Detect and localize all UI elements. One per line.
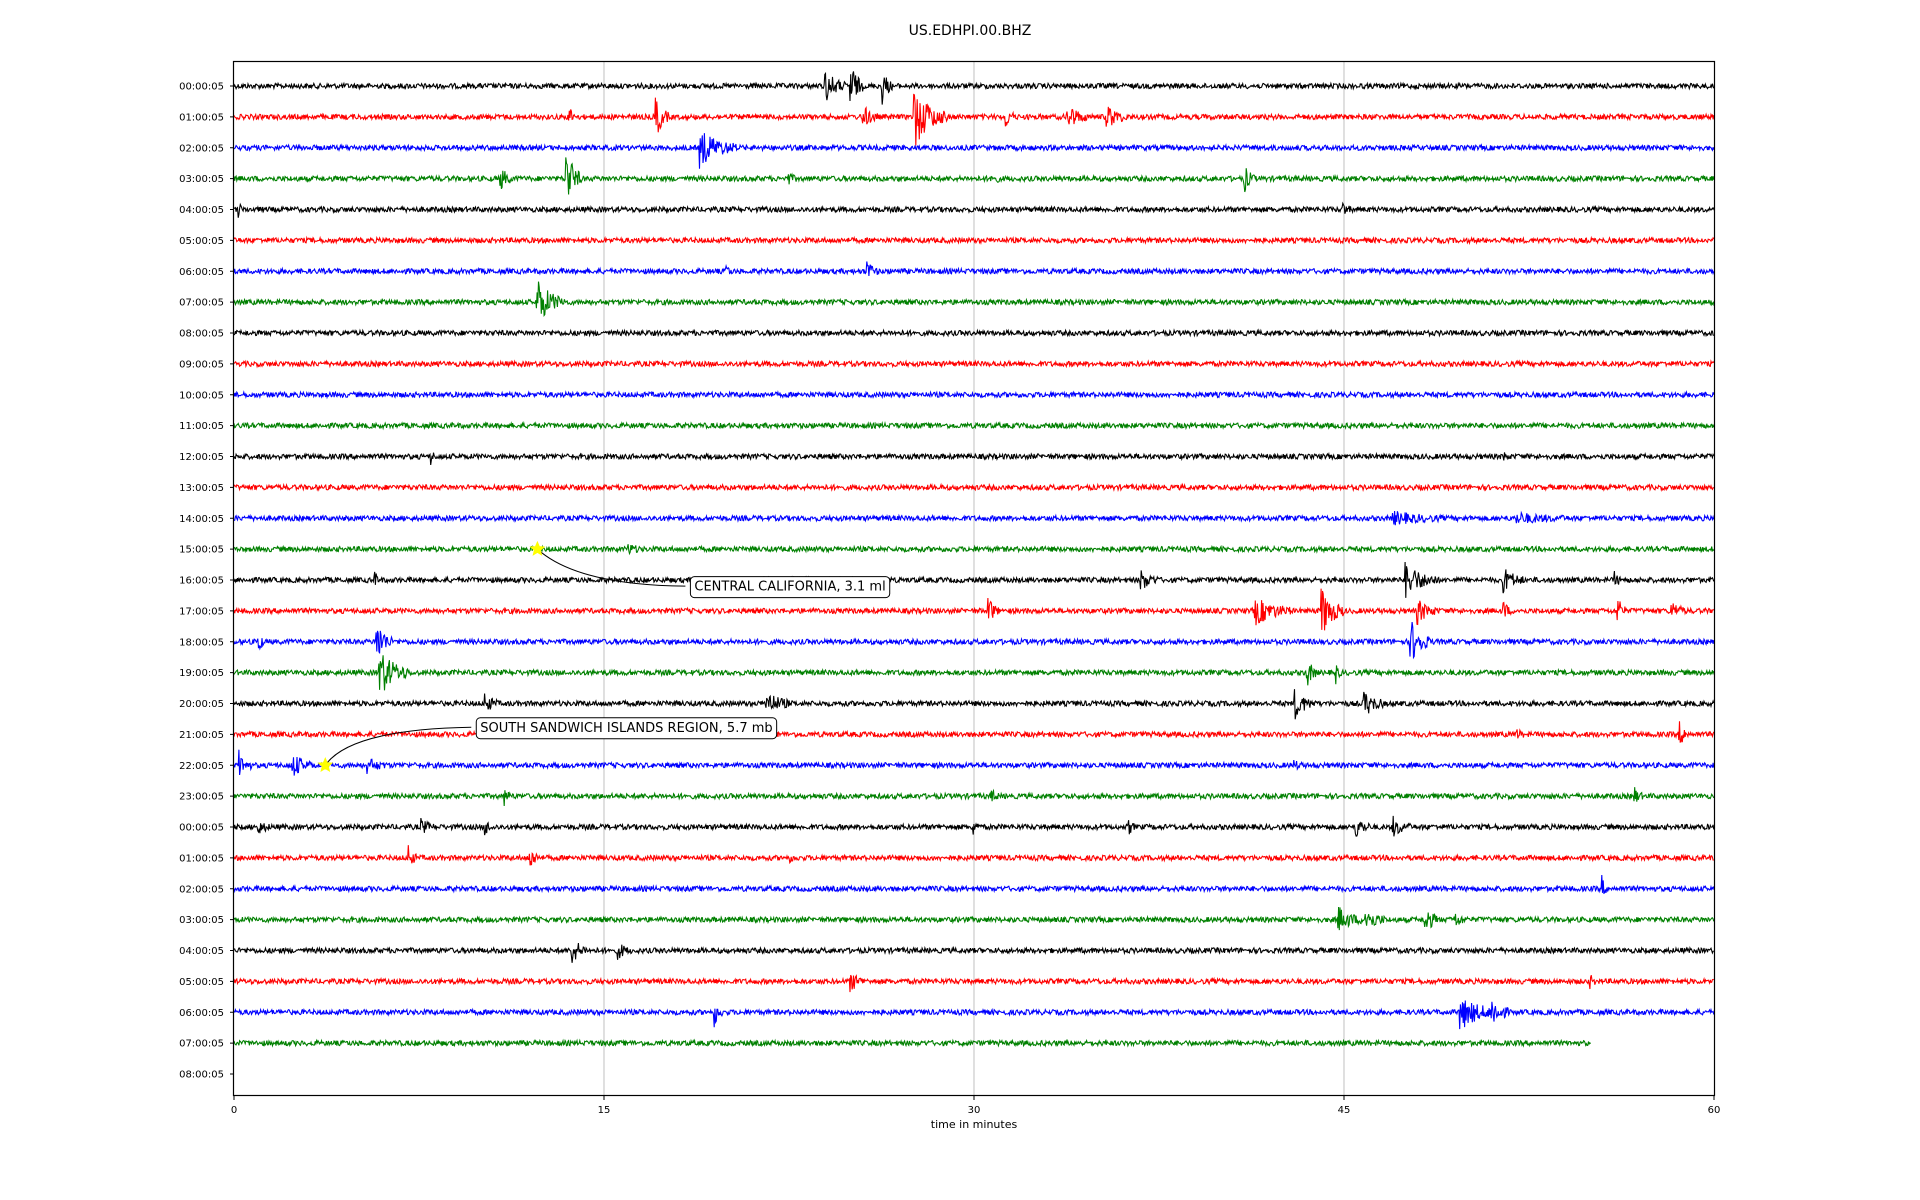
trace-line xyxy=(233,510,1715,526)
trace-line xyxy=(233,942,1715,963)
x-tick-label: 60 xyxy=(1708,1105,1721,1116)
trace-line xyxy=(233,328,1715,338)
row-label: 02:00:05 xyxy=(179,143,224,154)
x-tick-label: 0 xyxy=(231,1105,237,1116)
row-label: 07:00:05 xyxy=(179,1039,224,1050)
row-label: 00:00:05 xyxy=(179,82,224,93)
trace-line xyxy=(233,420,1715,431)
annotation-label: CENTRAL CALIFORNIA, 3.1 ml xyxy=(694,580,885,595)
row-label: 16:00:05 xyxy=(179,576,224,587)
row-label: 06:00:05 xyxy=(179,1008,224,1019)
row-label: 17:00:05 xyxy=(179,606,224,617)
trace-line xyxy=(233,235,1715,246)
trace-line xyxy=(233,71,1715,105)
trace-line xyxy=(233,815,1715,837)
row-label: 08:00:05 xyxy=(179,329,224,340)
trace-line xyxy=(233,689,1715,720)
annotation-arrow xyxy=(537,548,686,587)
trace-line xyxy=(233,1000,1715,1030)
trace-line xyxy=(233,621,1715,660)
row-label: 05:00:05 xyxy=(179,236,224,247)
row-label: 02:00:05 xyxy=(179,884,224,895)
x-tick-label: 45 xyxy=(1338,1105,1351,1116)
event-star-marker xyxy=(529,540,546,556)
row-label: 13:00:05 xyxy=(179,483,224,494)
row-label: 05:00:05 xyxy=(179,977,224,988)
trace-line xyxy=(233,1038,1592,1048)
row-label-group: 00:00:05 01:00:05 02:00:05 03:00:05 04:00:05… xyxy=(179,82,234,1081)
row-label: 01:00:05 xyxy=(179,853,224,864)
event-star-marker xyxy=(317,757,334,772)
row-label: 03:00:05 xyxy=(179,915,224,926)
row-label: 08:00:05 xyxy=(179,1070,224,1081)
trace-line xyxy=(233,787,1715,807)
row-label: 01:00:05 xyxy=(179,112,224,123)
row-label: 19:00:05 xyxy=(179,668,224,679)
row-label: 10:00:05 xyxy=(179,390,224,401)
plot-frame xyxy=(232,60,1716,1097)
trace-line xyxy=(233,845,1714,866)
trace-line xyxy=(233,261,1715,277)
row-label: 12:00:05 xyxy=(179,452,224,463)
x-axis-label: time in minutes xyxy=(931,1118,1018,1131)
trace-line xyxy=(233,482,1715,493)
row-label: 21:00:05 xyxy=(179,730,224,741)
trace-group xyxy=(233,71,1715,1048)
row-label: 20:00:05 xyxy=(179,699,224,710)
row-label: 23:00:05 xyxy=(179,792,224,803)
trace-line xyxy=(233,974,1714,993)
trace-line xyxy=(233,93,1715,146)
trace-line xyxy=(233,359,1715,369)
trace-line xyxy=(233,655,1715,691)
trace-line xyxy=(233,544,1715,556)
row-label: 09:00:05 xyxy=(179,359,224,370)
row-label: 15:00:05 xyxy=(179,545,224,556)
trace-line xyxy=(233,133,1715,169)
row-label: 00:00:05 xyxy=(179,823,224,834)
row-label: 14:00:05 xyxy=(179,514,224,525)
annotation-box xyxy=(689,576,891,599)
trace-line xyxy=(233,451,1715,466)
annotation-label: SOUTH SANDWICH ISLANDS REGION, 5.7 mb xyxy=(480,721,772,736)
row-label: 06:00:05 xyxy=(179,267,224,278)
trace-line xyxy=(233,390,1715,400)
row-label: 03:00:05 xyxy=(179,174,224,185)
chart-title: US.EDHPI.00.BHZ xyxy=(909,23,1032,39)
annotation-arrow xyxy=(324,726,472,766)
annotation-box xyxy=(475,717,778,740)
annotation-group: CENTRAL CALIFORNIA, 3.1 ml SOUTH SANDWICH… xyxy=(317,540,891,772)
trace-line xyxy=(233,157,1715,195)
row-label: 04:00:05 xyxy=(179,946,224,957)
row-label: 11:00:05 xyxy=(179,421,224,432)
row-label: 04:00:05 xyxy=(179,205,224,216)
trace-line xyxy=(233,561,1715,598)
row-label: 07:00:05 xyxy=(179,298,224,309)
trace-line xyxy=(233,281,1715,318)
trace-line xyxy=(233,749,1715,776)
x-tick-label: 30 xyxy=(968,1105,981,1116)
x-tick-label: 15 xyxy=(598,1105,611,1116)
row-label: 22:00:05 xyxy=(179,761,224,772)
row-label: 18:00:05 xyxy=(179,637,224,648)
trace-line xyxy=(233,875,1715,895)
trace-line xyxy=(233,907,1715,931)
trace-line xyxy=(233,201,1715,218)
trace-line xyxy=(233,588,1715,631)
